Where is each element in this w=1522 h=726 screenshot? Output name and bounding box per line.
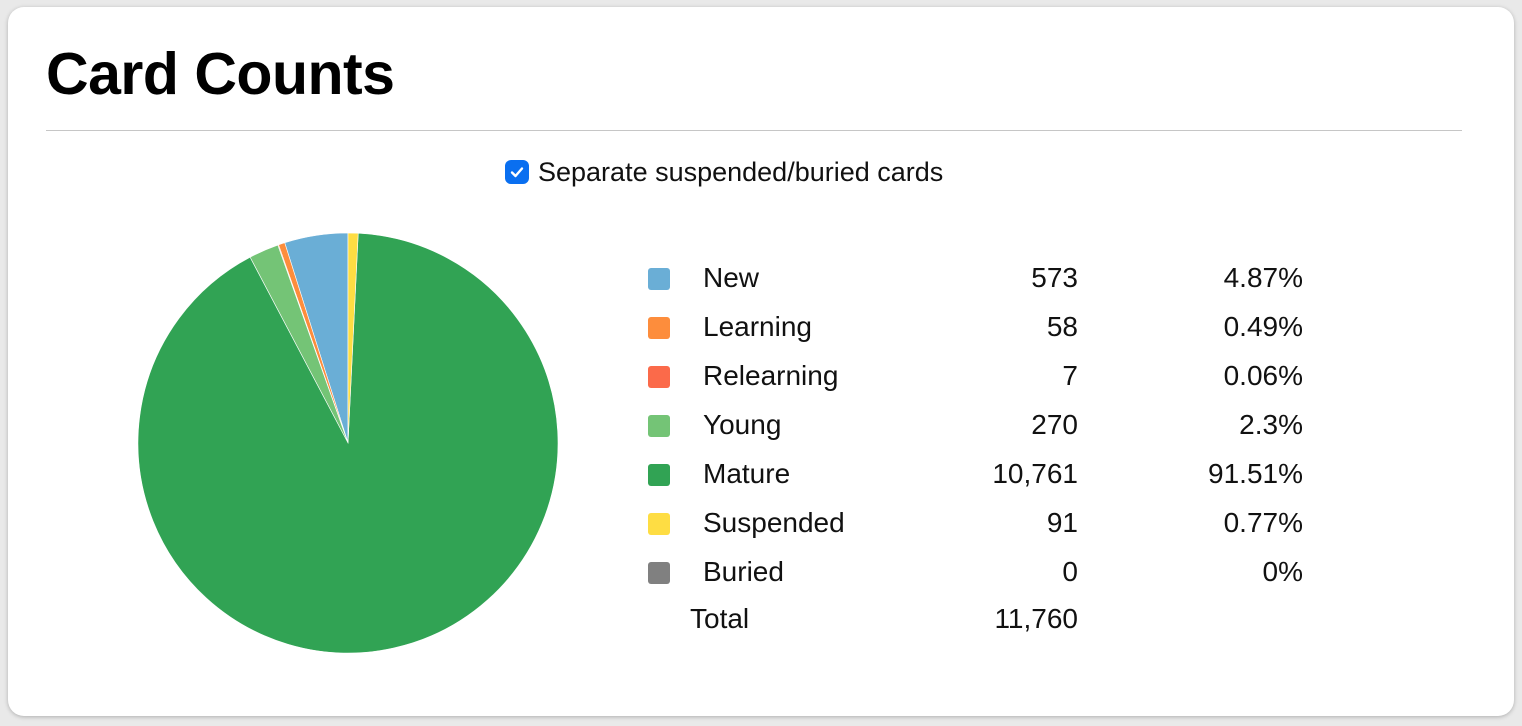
pie-chart-svg — [137, 232, 559, 654]
legend-count: 7 — [1062, 359, 1078, 391]
separate-suspended-checkbox[interactable]: Separate suspended/buried cards — [505, 154, 943, 190]
total-count: 11,760 — [994, 603, 1078, 634]
pie-slice-suspended[interactable] — [347, 232, 359, 444]
legend-percentage: 4.87% — [1223, 261, 1303, 293]
legend-swatch-cell — [648, 498, 703, 547]
legend-row-suspended[interactable]: Suspended 91 0.77% — [648, 498, 1303, 547]
legend-percentage: 0.06% — [1223, 359, 1303, 391]
legend-percentage: 0.49% — [1223, 310, 1303, 342]
legend-percentage: 2.3% — [1239, 408, 1303, 440]
legend-percentage: 0.77% — [1223, 506, 1303, 538]
legend-row-learning[interactable]: Learning 58 0.49% — [648, 302, 1303, 351]
legend-label: Mature — [703, 457, 791, 489]
legend-swatch-buried — [648, 562, 670, 585]
pie-slice-mature[interactable] — [137, 232, 559, 654]
legend-row-new[interactable]: New 573 4.87% — [648, 253, 1303, 302]
legend-percentage: 91.51% — [1208, 457, 1303, 489]
legend-swatch-cell — [648, 547, 703, 596]
legend-total-row: Total 11,760 — [648, 596, 1303, 642]
checkbox-label: Separate suspended/buried cards — [538, 156, 944, 187]
legend-count: 58 — [1046, 310, 1078, 342]
legend-count: 573 — [1031, 261, 1078, 293]
checkbox-checked-icon[interactable] — [505, 160, 529, 184]
legend-label: Suspended — [703, 506, 845, 538]
pie-chart — [136, 231, 560, 655]
legend-swatch-cell — [648, 400, 703, 449]
card-counts-panel: Card Counts Separate suspended/buried ca… — [8, 7, 1514, 716]
legend-swatch-relearning — [648, 366, 670, 389]
legend-swatch-mature — [648, 464, 670, 487]
legend-row-buried[interactable]: Buried 0 0% — [648, 547, 1303, 596]
legend-count: 0 — [1062, 555, 1078, 587]
title-divider — [46, 130, 1462, 131]
legend-label: Learning — [703, 310, 812, 342]
legend-label: Relearning — [703, 359, 839, 391]
legend-row-young[interactable]: Young 270 2.3% — [648, 400, 1303, 449]
total-empty-cell — [1078, 596, 1303, 642]
legend-label: New — [703, 261, 760, 293]
page-title: Card Counts — [46, 41, 395, 107]
legend-swatch-cell — [648, 302, 703, 351]
legend-label: Young — [703, 408, 782, 440]
legend-count: 91 — [1046, 506, 1078, 538]
legend-count: 270 — [1031, 408, 1078, 440]
legend-percentage: 0% — [1262, 555, 1303, 587]
total-label: Total — [690, 603, 750, 634]
legend-swatch-learning — [648, 317, 670, 340]
legend-swatch-cell — [648, 253, 703, 302]
legend-label: Buried — [703, 555, 784, 587]
legend-row-mature[interactable]: Mature 10,761 91.51% — [648, 449, 1303, 498]
legend-swatch-young — [648, 415, 670, 438]
legend-swatch-new — [648, 268, 670, 291]
legend-swatch-cell — [648, 449, 703, 498]
legend-swatch-suspended — [648, 513, 670, 536]
legend-swatch-cell — [648, 351, 703, 400]
legend-count: 10,761 — [992, 457, 1078, 489]
legend-table: New 573 4.87% Learning 58 0.49% Relearning 7 0.0… — [648, 253, 1303, 642]
legend-row-relearning[interactable]: Relearning 7 0.06% — [648, 351, 1303, 400]
